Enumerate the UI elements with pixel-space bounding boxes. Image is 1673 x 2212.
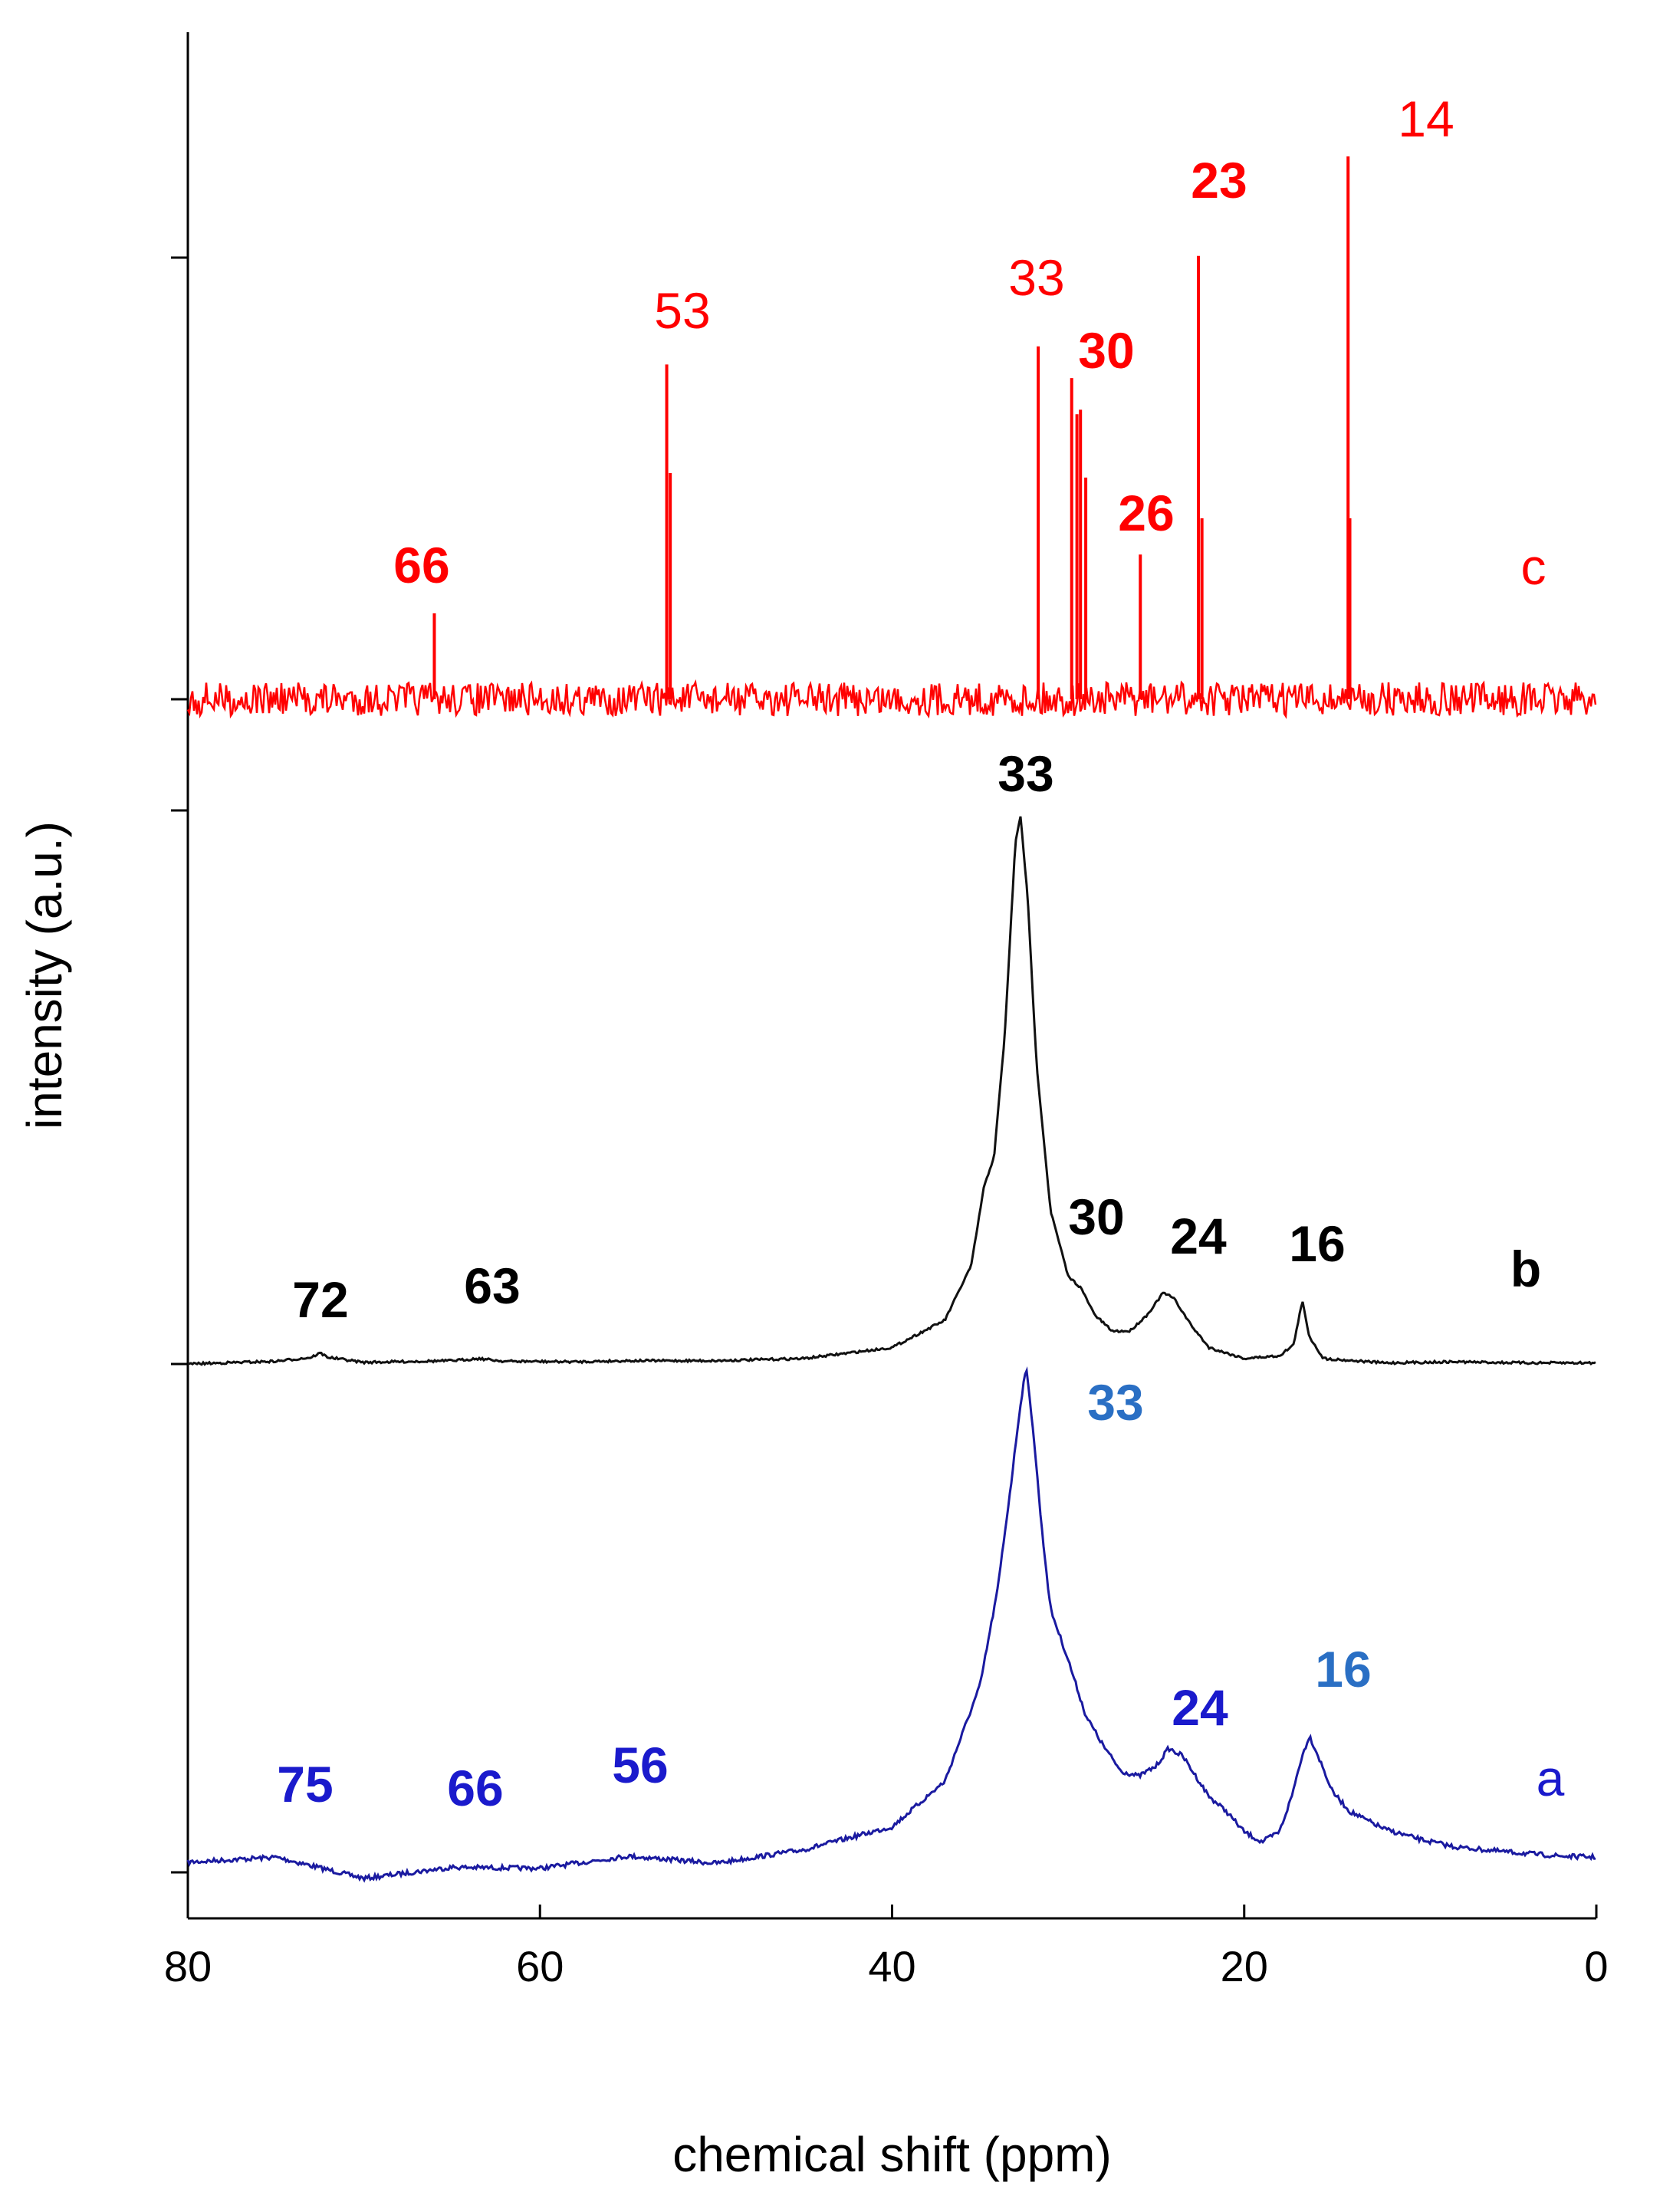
peak-label-a-24: 24	[1172, 1679, 1228, 1736]
peak-label-b-16: 16	[1289, 1215, 1345, 1272]
series-b-line	[187, 816, 1596, 1366]
x-tick-label: 20	[1221, 1942, 1268, 1990]
peak-label-c-33: 33	[1008, 249, 1064, 306]
trace-label-c: c	[1521, 538, 1546, 595]
trace-label-a: a	[1537, 1750, 1565, 1806]
peak-label-c-53: 53	[654, 282, 710, 339]
x-axis-title: chemical shift (ppm)	[672, 2127, 1112, 2182]
peak-label-c-23: 23	[1191, 152, 1247, 209]
x-tick-label: 60	[516, 1942, 564, 1990]
peak-label-c-66: 66	[393, 537, 449, 593]
axes: 80 60 40 20 0	[164, 32, 1609, 1990]
peak-label-b-24: 24	[1170, 1208, 1227, 1264]
peak-label-b-72: 72	[292, 1271, 348, 1328]
trace-label-b: b	[1510, 1241, 1541, 1297]
peak-label-c-14: 14	[1398, 90, 1454, 147]
peak-label-c-26: 26	[1118, 485, 1174, 541]
peak-label-b-33: 33	[998, 745, 1053, 802]
x-tick-label: 80	[164, 1942, 212, 1990]
peak-label-a-66: 66	[447, 1760, 503, 1816]
traces	[186, 156, 1597, 1883]
x-tick-label: 40	[868, 1942, 915, 1990]
peak-label-a-56: 56	[612, 1737, 668, 1793]
x-tick-label: 0	[1584, 1942, 1608, 1990]
series-a-line	[186, 1366, 1596, 1883]
peak-label-a-75: 75	[277, 1756, 333, 1813]
peak-label-b-63: 63	[464, 1257, 520, 1314]
peak-label-a-33: 33	[1087, 1374, 1143, 1431]
series-c-baseline	[186, 679, 1597, 719]
peak-label-a-16: 16	[1315, 1641, 1371, 1698]
peak-label-b-30: 30	[1068, 1188, 1124, 1245]
peak-label-c-30: 30	[1078, 322, 1134, 379]
y-axis-title: intensity (a.u.)	[17, 821, 72, 1129]
